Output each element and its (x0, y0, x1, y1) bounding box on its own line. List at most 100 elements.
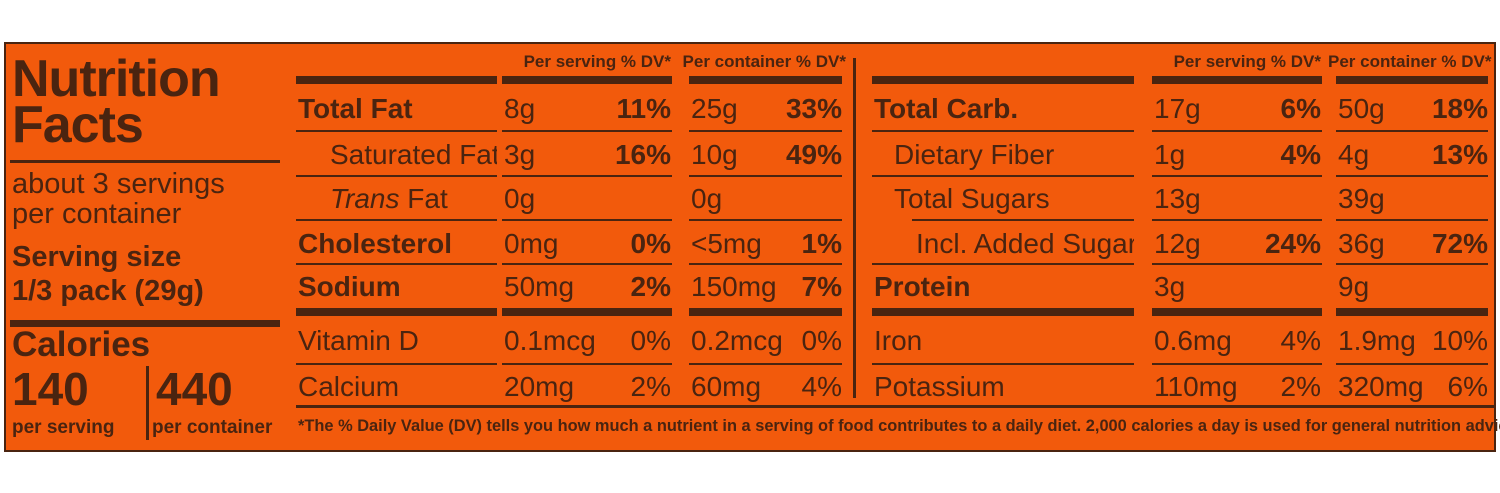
nutrient-saturated-fat: Saturated Fat (330, 139, 500, 170)
servings-per-container-line2: per container (12, 198, 182, 230)
title-nutrition: Nutrition (12, 50, 221, 108)
nutrient-total-sugars: Total Sugars (894, 183, 1050, 214)
gap (672, 76, 689, 406)
amount-per-container: 39g (1338, 183, 1385, 214)
amount-per-container: <5mg (691, 228, 762, 259)
header-per-serving-left: Per serving % DV* (523, 52, 671, 71)
servings-per-container-line1: about 3 servings (12, 168, 225, 200)
title-facts: Facts (12, 96, 144, 154)
dv-per-serving: 4% (1280, 139, 1321, 170)
row-rule (296, 263, 842, 265)
dv-per-container: 7% (801, 271, 842, 302)
amount-per-serving: 8g (504, 93, 536, 124)
row-rule (296, 175, 842, 177)
row-rule (872, 263, 1488, 265)
amount-per-container: 10g (691, 139, 738, 170)
dv-per-serving: 2% (1280, 371, 1321, 402)
table-separator (853, 58, 856, 398)
nutrient-potassium: Potassium (874, 371, 1005, 402)
dv-per-serving: 0% (630, 325, 671, 356)
amount-per-serving: 1g (1154, 139, 1186, 170)
row-rule (296, 363, 842, 365)
dv-per-serving: 6% (1280, 93, 1321, 124)
row-rule (872, 130, 1488, 132)
calories-label: Calories (12, 325, 151, 364)
trans-italic: Trans (330, 183, 400, 214)
amount-per-serving: 13g (1154, 183, 1201, 214)
amount-per-container: 0g (691, 183, 723, 214)
gap (497, 76, 502, 406)
amount-per-serving: 0g (504, 183, 536, 214)
nutrient-iron: Iron (874, 325, 923, 356)
amount-per-container: 25g (691, 93, 738, 124)
amount-per-container: 320mg (1338, 371, 1424, 402)
table-top-bar (1152, 76, 1322, 84)
nutrient-dietary-fiber: Dietary Fiber (894, 139, 1055, 170)
amount-per-serving: 110mg (1154, 371, 1238, 402)
per-container-label: per container (152, 417, 273, 438)
amount-per-container: 60mg (691, 371, 762, 402)
footnote: *The % Daily Value (DV) tells you how mu… (298, 417, 1500, 435)
dv-per-serving: 2% (630, 271, 671, 302)
table-top-bar (689, 76, 842, 84)
table-top-bar (872, 76, 1134, 84)
amount-per-serving: 50mg (504, 271, 575, 302)
trans-fat-suffix: Fat (399, 183, 448, 214)
dv-per-container: 33% (785, 93, 842, 124)
dv-per-container: 72% (1431, 228, 1488, 259)
nutrition-facts-label: Nutrition Facts about 3 servings per con… (4, 42, 1500, 452)
amount-per-container: 36g (1338, 228, 1385, 259)
header-per-serving-right: Per serving % DV* (1173, 52, 1321, 71)
header-per-container-right: Per container % DV* (1328, 52, 1492, 71)
thick-row-rule (296, 308, 842, 316)
table-top-bar (502, 76, 672, 84)
nutrient-calcium: Calcium (298, 371, 400, 402)
thick-row-rule (872, 308, 1488, 316)
amount-per-serving: 12g (1154, 228, 1201, 259)
dv-per-container: 13% (1431, 139, 1488, 170)
dv-per-container: 10% (1431, 325, 1488, 356)
amount-per-serving: 3g (504, 139, 536, 170)
nutrient-sodium: Sodium (298, 271, 401, 302)
dv-per-container: 6% (1447, 371, 1488, 402)
footnote-rule (296, 405, 1494, 408)
thick-divider (10, 320, 280, 327)
dv-per-serving: 2% (630, 371, 671, 402)
row-rule (872, 175, 1488, 177)
dv-per-container: 0% (801, 325, 842, 356)
dv-per-serving: 4% (1280, 325, 1321, 356)
nutrient-trans-fat: Trans Fat (330, 185, 448, 213)
row-rule (872, 363, 1488, 365)
nutrient-added-sugars: Incl. Added Sugars (916, 228, 1152, 259)
table-top-bar (296, 76, 498, 84)
gap (1134, 76, 1152, 406)
dv-per-serving: 11% (616, 93, 672, 124)
amount-per-container: 150mg (691, 271, 777, 302)
nutrient-cholesterol: Cholesterol (298, 228, 453, 259)
header-per-container-left: Per container % DV* (682, 52, 846, 71)
calories-divider (146, 366, 149, 440)
dv-per-serving: 16% (614, 139, 671, 170)
dv-per-container: 49% (785, 139, 842, 170)
divider (10, 160, 280, 163)
serving-size-label: Serving size (12, 241, 182, 273)
dv-per-container: 1% (801, 228, 842, 259)
row-rule (912, 219, 1488, 221)
amount-per-container: 0.2mcg (691, 325, 783, 356)
nutrient-total-carb: Total Carb. (874, 93, 1019, 124)
dv-per-container: 18% (1431, 93, 1488, 124)
row-rule (296, 130, 842, 132)
row-rule (296, 219, 842, 221)
dv-per-serving: 24% (1264, 228, 1321, 259)
amount-per-container: 50g (1338, 93, 1385, 124)
calories-per-container: 440 (156, 363, 233, 415)
amount-per-serving: 0mg (504, 228, 559, 259)
gap (1322, 76, 1336, 406)
nutrient-vitamin-d: Vitamin D (298, 325, 419, 356)
calories-per-serving: 140 (12, 363, 89, 415)
per-serving-label: per serving (12, 417, 115, 438)
amount-per-serving: 0.1mcg (504, 325, 596, 356)
amount-per-serving: 17g (1154, 93, 1201, 124)
dv-per-container: 4% (801, 371, 842, 402)
serving-size-value: 1/3 pack (29g) (12, 275, 204, 307)
